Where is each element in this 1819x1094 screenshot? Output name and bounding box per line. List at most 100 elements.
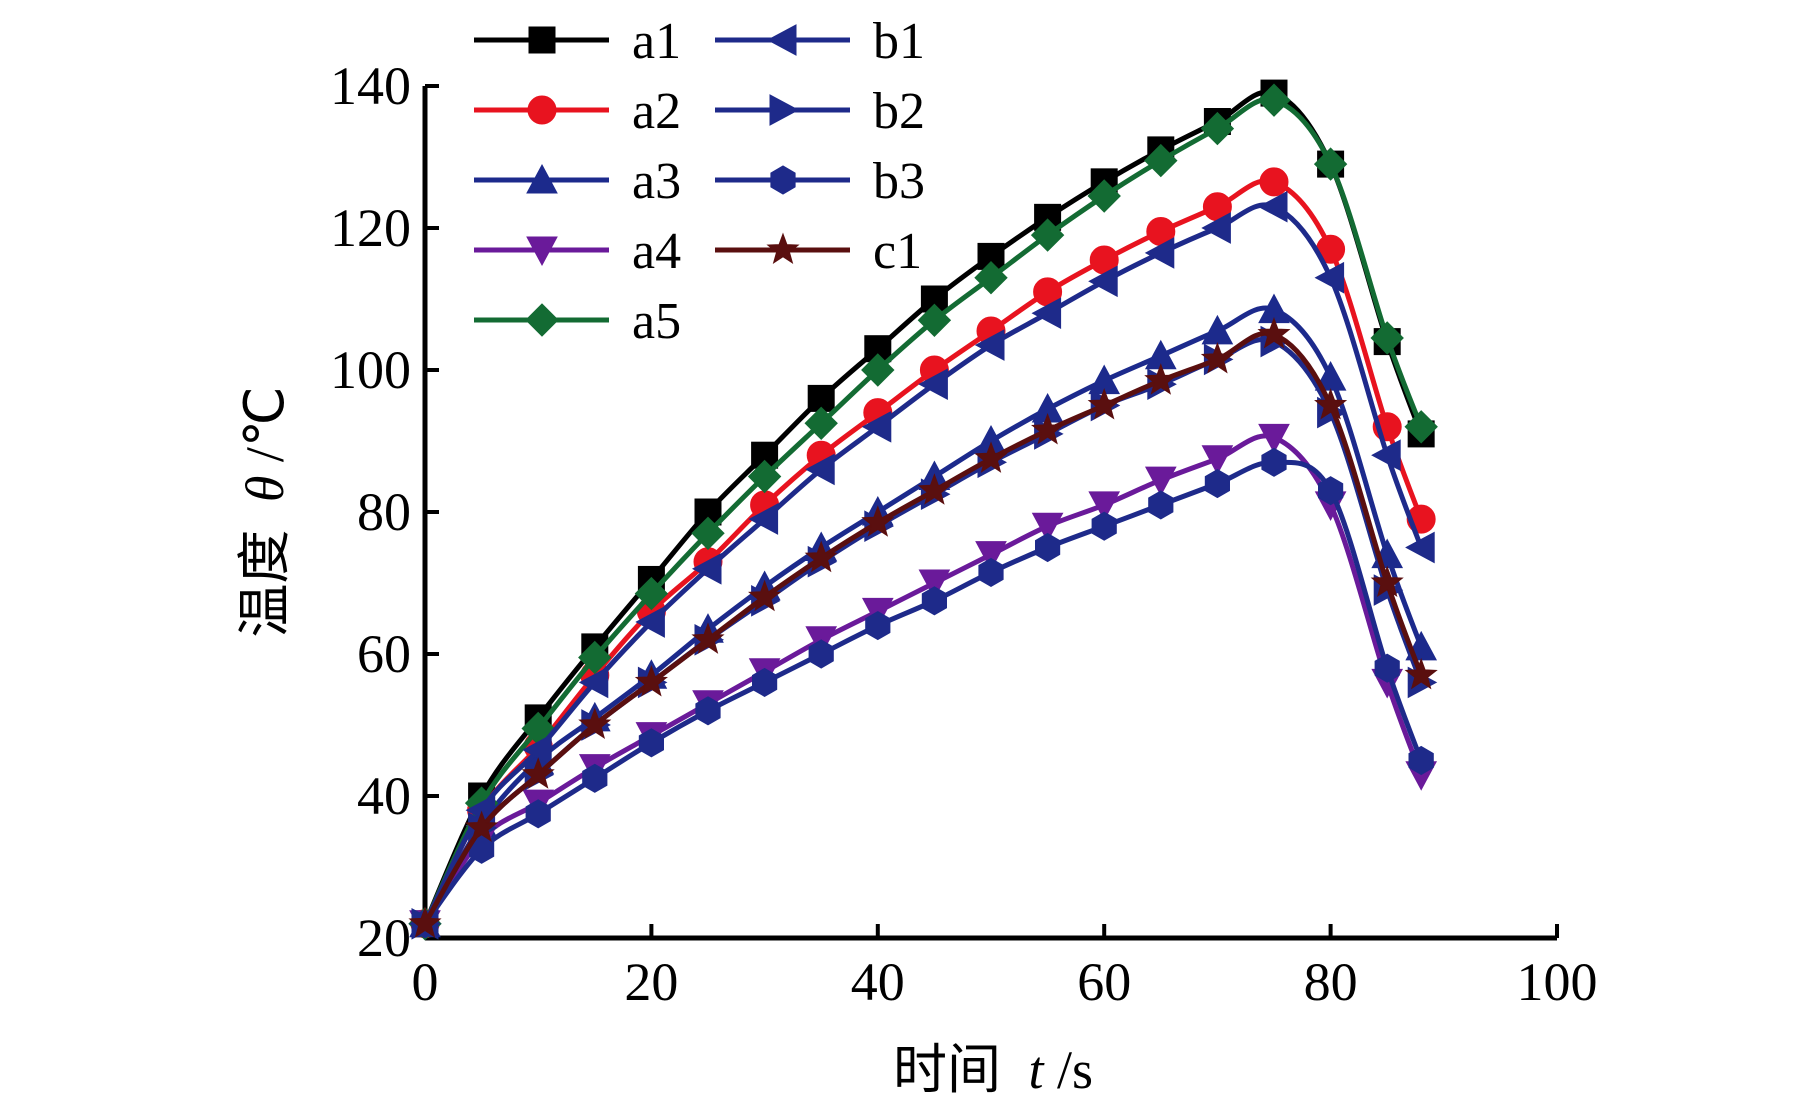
data-point-b1 bbox=[1314, 261, 1345, 294]
data-point-b3 bbox=[921, 586, 947, 616]
data-point-a4 bbox=[1201, 445, 1234, 475]
series-b1 bbox=[408, 190, 1435, 940]
data-point-c1 bbox=[1370, 565, 1404, 598]
data-point-b3 bbox=[978, 557, 1004, 587]
data-point-a5 bbox=[917, 303, 952, 338]
data-point-b1 bbox=[691, 552, 722, 585]
y-tick-label: 80 bbox=[357, 482, 411, 542]
data-point-b3 bbox=[1091, 511, 1117, 541]
y-tick-label: 120 bbox=[330, 198, 411, 258]
data-point-a5 bbox=[1313, 147, 1348, 181]
data-point-b3 bbox=[1374, 653, 1400, 683]
data-point-c1 bbox=[465, 810, 499, 843]
data-point-b1 bbox=[748, 503, 779, 535]
y-tick-label: 140 bbox=[330, 56, 411, 116]
data-point-c1 bbox=[578, 707, 612, 740]
data-point-c1 bbox=[1404, 657, 1438, 690]
data-point-b1 bbox=[1144, 237, 1175, 269]
data-point-a4 bbox=[1144, 466, 1177, 497]
x-axis-title: 时间 t /s bbox=[893, 1040, 1093, 1094]
legend-label-a5: a5 bbox=[632, 293, 681, 350]
legend-marker-a5 bbox=[525, 303, 559, 337]
legend-label-b2: b2 bbox=[873, 83, 925, 140]
legend-marker-a3 bbox=[526, 163, 558, 194]
data-point-b1 bbox=[861, 410, 892, 443]
data-point-b3 bbox=[582, 763, 608, 793]
data-point-c1 bbox=[521, 757, 555, 789]
data-point-c1 bbox=[634, 664, 668, 697]
y-axis-title: 温度 θ /℃ bbox=[235, 386, 295, 637]
data-point-c1 bbox=[691, 622, 725, 654]
series-c1 bbox=[408, 317, 1438, 938]
data-point-b3 bbox=[808, 639, 834, 669]
legend-item-b1: b1 bbox=[715, 13, 925, 70]
data-point-a5 bbox=[1404, 410, 1438, 444]
data-point-c1 bbox=[804, 540, 838, 573]
data-point-a5 bbox=[634, 576, 669, 611]
y-tick-label: 100 bbox=[330, 340, 411, 400]
data-point-a4 bbox=[1031, 512, 1064, 543]
data-point-c1 bbox=[1257, 317, 1291, 349]
data-point-c1 bbox=[748, 579, 782, 612]
data-point-a5 bbox=[974, 260, 1008, 295]
data-point-b3 bbox=[865, 611, 891, 641]
data-point-b1 bbox=[805, 453, 835, 486]
data-point-b1 bbox=[974, 329, 1005, 361]
series-b2 bbox=[411, 325, 1438, 940]
data-point-a5 bbox=[578, 640, 612, 675]
data-point-c1 bbox=[408, 906, 442, 938]
legend: a1 a2 a3 a4 a5 b1 b2 b3 c1 bbox=[474, 13, 925, 350]
series-line-b3 bbox=[423, 459, 1424, 926]
y-tick-label: 40 bbox=[357, 766, 411, 826]
legend-label-a2: a2 bbox=[632, 83, 681, 140]
data-point-b1 bbox=[1031, 297, 1062, 330]
data-point-b1 bbox=[1088, 265, 1118, 298]
data-point-b1 bbox=[1371, 439, 1401, 472]
data-point-b3 bbox=[1261, 447, 1287, 477]
legend-marker-b1 bbox=[766, 24, 797, 56]
x-tick-label: 20 bbox=[624, 952, 678, 1012]
data-point-a3 bbox=[1201, 314, 1234, 345]
series-a5 bbox=[408, 83, 1438, 941]
data-point-b3 bbox=[752, 667, 778, 697]
data-point-a2 bbox=[1259, 167, 1289, 197]
y-axis-title-symbol: θ bbox=[235, 476, 295, 503]
data-point-a5 bbox=[1200, 111, 1235, 146]
legend-item-a4: a4 bbox=[474, 223, 681, 280]
data-point-b3 bbox=[1408, 745, 1434, 776]
data-point-b3 bbox=[638, 728, 664, 758]
data-point-c1 bbox=[974, 441, 1008, 473]
data-point-b3 bbox=[1035, 532, 1061, 563]
legend-label-b1: b1 bbox=[873, 13, 925, 70]
data-point-a4 bbox=[1258, 423, 1290, 454]
data-point-a5 bbox=[1370, 321, 1404, 355]
data-point-a5 bbox=[804, 406, 838, 441]
legend-item-b2: b2 bbox=[715, 83, 925, 140]
data-point-a5 bbox=[861, 353, 895, 387]
axes bbox=[422, 86, 1557, 941]
data-point-a4 bbox=[918, 569, 951, 600]
x-tick-label: 0 bbox=[412, 952, 439, 1012]
x-tick-label: 60 bbox=[1077, 952, 1131, 1012]
legend-label-a1: a1 bbox=[632, 13, 681, 70]
data-point-a4 bbox=[975, 541, 1007, 571]
data-point-c1 bbox=[917, 473, 951, 505]
series-a2 bbox=[410, 167, 1436, 939]
y-axis-title-unit: /℃ bbox=[235, 386, 295, 462]
data-point-c1 bbox=[1314, 388, 1348, 420]
data-point-b3 bbox=[695, 696, 721, 726]
legend-label-a3: a3 bbox=[632, 153, 681, 210]
data-point-a5 bbox=[691, 516, 725, 551]
x-axis-title-unit: /s bbox=[1057, 1040, 1093, 1094]
x-tick-label: 80 bbox=[1304, 952, 1358, 1012]
legend-marker-c1 bbox=[766, 232, 800, 265]
data-point-b1 bbox=[918, 368, 948, 401]
data-point-b3 bbox=[1318, 476, 1344, 506]
legend-label-a4: a4 bbox=[632, 223, 681, 280]
data-point-c1 bbox=[861, 505, 895, 537]
data-point-a5 bbox=[1144, 143, 1178, 178]
data-point-b1 bbox=[1257, 190, 1288, 223]
legend-label-c1: c1 bbox=[873, 223, 922, 280]
